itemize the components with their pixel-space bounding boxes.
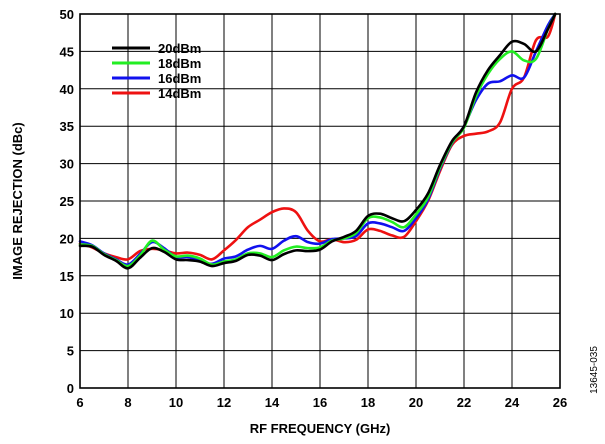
figure-id: 13645-035 xyxy=(589,346,600,394)
y-tick-label: 15 xyxy=(60,269,74,284)
x-tick-label: 10 xyxy=(169,395,183,410)
legend-label: 16dBm xyxy=(158,71,201,86)
y-axis-title: IMAGE REJECTION (dBc) xyxy=(10,122,25,279)
x-tick-labels: 6 8 10 12 14 16 18 20 22 24 26 xyxy=(76,395,567,410)
y-tick-label: 10 xyxy=(60,306,74,321)
plot-frame xyxy=(79,13,561,389)
y-tick-label: 20 xyxy=(60,231,74,246)
legend-label: 20dBm xyxy=(158,41,201,56)
x-tick-label: 26 xyxy=(553,395,567,410)
series-line-14dBm xyxy=(78,12,557,261)
x-tick-label: 8 xyxy=(124,395,131,410)
y-tick-labels: 0 5 10 15 20 25 30 35 40 45 50 xyxy=(60,7,74,396)
legend-label: 18dBm xyxy=(158,56,201,71)
x-tick-label: 16 xyxy=(313,395,327,410)
y-tick-label: 45 xyxy=(60,44,74,59)
y-tick-label: 0 xyxy=(67,381,74,396)
x-tick-label: 18 xyxy=(361,395,375,410)
x-axis-title: RF FREQUENCY (GHz) xyxy=(250,421,391,436)
series-line-18dBm xyxy=(78,12,557,268)
series-line-20dBm xyxy=(78,12,557,270)
y-tick-label: 50 xyxy=(60,7,74,22)
y-tick-label: 40 xyxy=(60,82,74,97)
legend-label: 14dBm xyxy=(158,86,201,101)
x-tick-label: 20 xyxy=(409,395,423,410)
data-series xyxy=(78,12,557,270)
x-tick-label: 14 xyxy=(265,395,280,410)
y-tick-label: 25 xyxy=(60,194,74,209)
x-tick-label: 22 xyxy=(457,395,471,410)
y-tick-label: 5 xyxy=(67,344,74,359)
x-tick-label: 12 xyxy=(217,395,231,410)
y-tick-label: 35 xyxy=(60,119,74,134)
x-tick-label: 24 xyxy=(505,395,520,410)
x-tick-label: 6 xyxy=(76,395,83,410)
y-tick-label: 30 xyxy=(60,157,74,172)
